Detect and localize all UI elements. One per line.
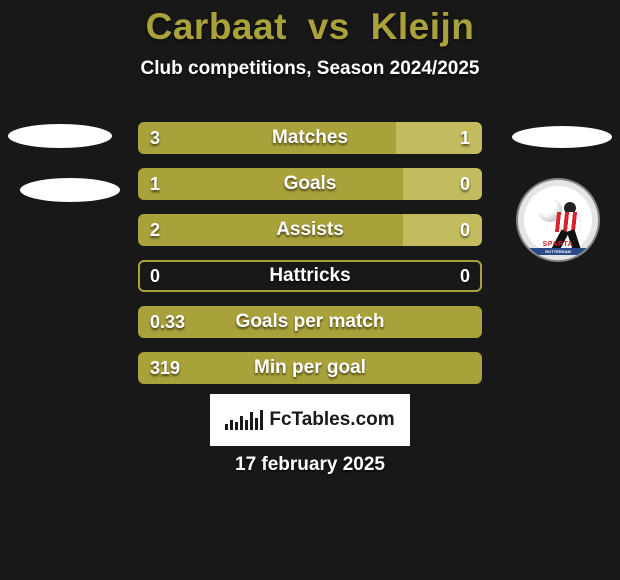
club-badge: SPARTA ROTTERDAM xyxy=(516,178,600,262)
stat-row-goals-per-match: Goals per match0.33 xyxy=(138,306,482,338)
fctables-logo: FcTables.com xyxy=(210,394,410,446)
page-title: Carbaat vs Kleijn xyxy=(0,6,620,48)
stat-row-matches: Matches31 xyxy=(138,122,482,154)
stat-bars: Matches31 Goals10 Assists20 Hattricks00 Goal… xyxy=(138,122,482,398)
bar-left xyxy=(138,122,396,154)
stat-row-min-per-goal: Min per goal319 xyxy=(138,352,482,384)
subtitle: Club competitions, Season 2024/2025 xyxy=(0,58,620,80)
bar-full xyxy=(138,352,482,384)
player2-name: Kleijn xyxy=(371,6,475,47)
club-name: SPARTA xyxy=(524,241,592,248)
bar-right xyxy=(403,168,482,200)
bar-left xyxy=(138,168,403,200)
bar-right xyxy=(396,122,482,154)
comparison-card: Carbaat vs Kleijn Club competitions, Sea… xyxy=(0,0,620,580)
club-city: ROTTERDAM xyxy=(524,248,592,255)
logo-text: FcTables.com xyxy=(269,409,394,431)
player2-silhouette-head xyxy=(512,126,612,148)
bar-left xyxy=(138,214,403,246)
player1-name: Carbaat xyxy=(146,6,287,47)
player1-silhouette-body xyxy=(20,178,120,202)
date: 17 february 2025 xyxy=(0,454,620,476)
bar-full xyxy=(138,306,482,338)
stat-row-goals: Goals10 xyxy=(138,168,482,200)
player1-silhouette-head xyxy=(8,124,112,148)
vs-text: vs xyxy=(308,6,350,47)
stat-row-hattricks: Hattricks00 xyxy=(138,260,482,292)
club-badge-inner: SPARTA ROTTERDAM xyxy=(524,186,592,254)
bar-empty xyxy=(138,260,482,292)
bar-chart-icon xyxy=(225,410,263,430)
stat-row-assists: Assists20 xyxy=(138,214,482,246)
bar-right xyxy=(403,214,482,246)
